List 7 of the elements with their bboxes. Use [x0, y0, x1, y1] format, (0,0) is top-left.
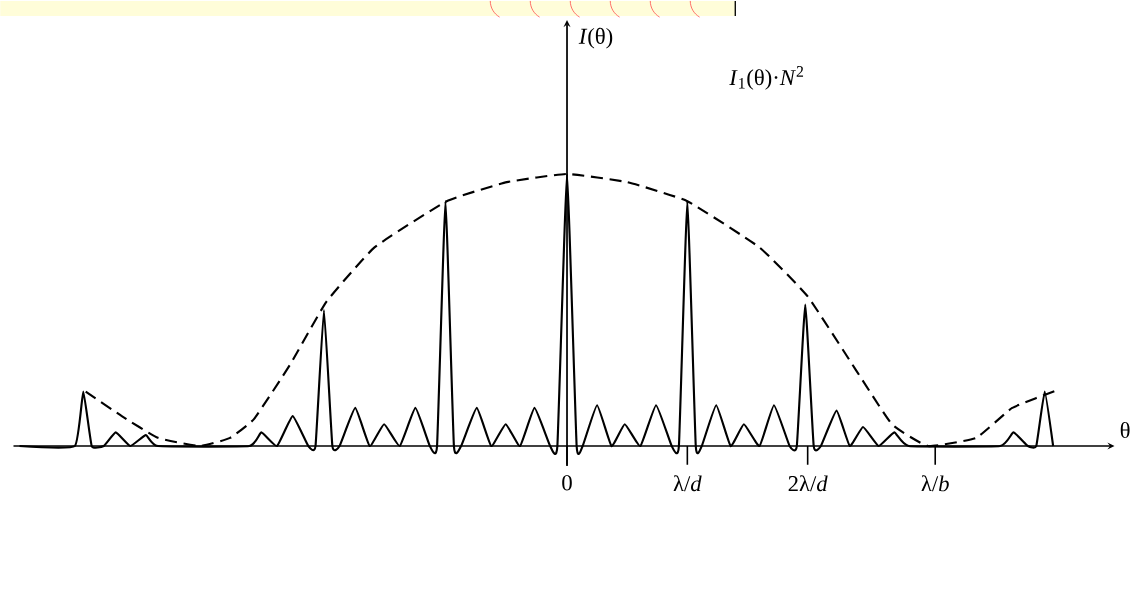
x-axis-title: θ — [1120, 421, 1130, 439]
x-tick-label: 0 — [562, 475, 572, 491]
text: I(θ) — [578, 27, 613, 49]
text: I$_{1}$(θ)·N$^{2}$ — [729, 66, 804, 90]
x-tick-label: λ/d — [673, 475, 702, 492]
x-tick-label: 2λ/d — [788, 475, 828, 492]
x-tick-label: λ/b — [921, 475, 949, 492]
